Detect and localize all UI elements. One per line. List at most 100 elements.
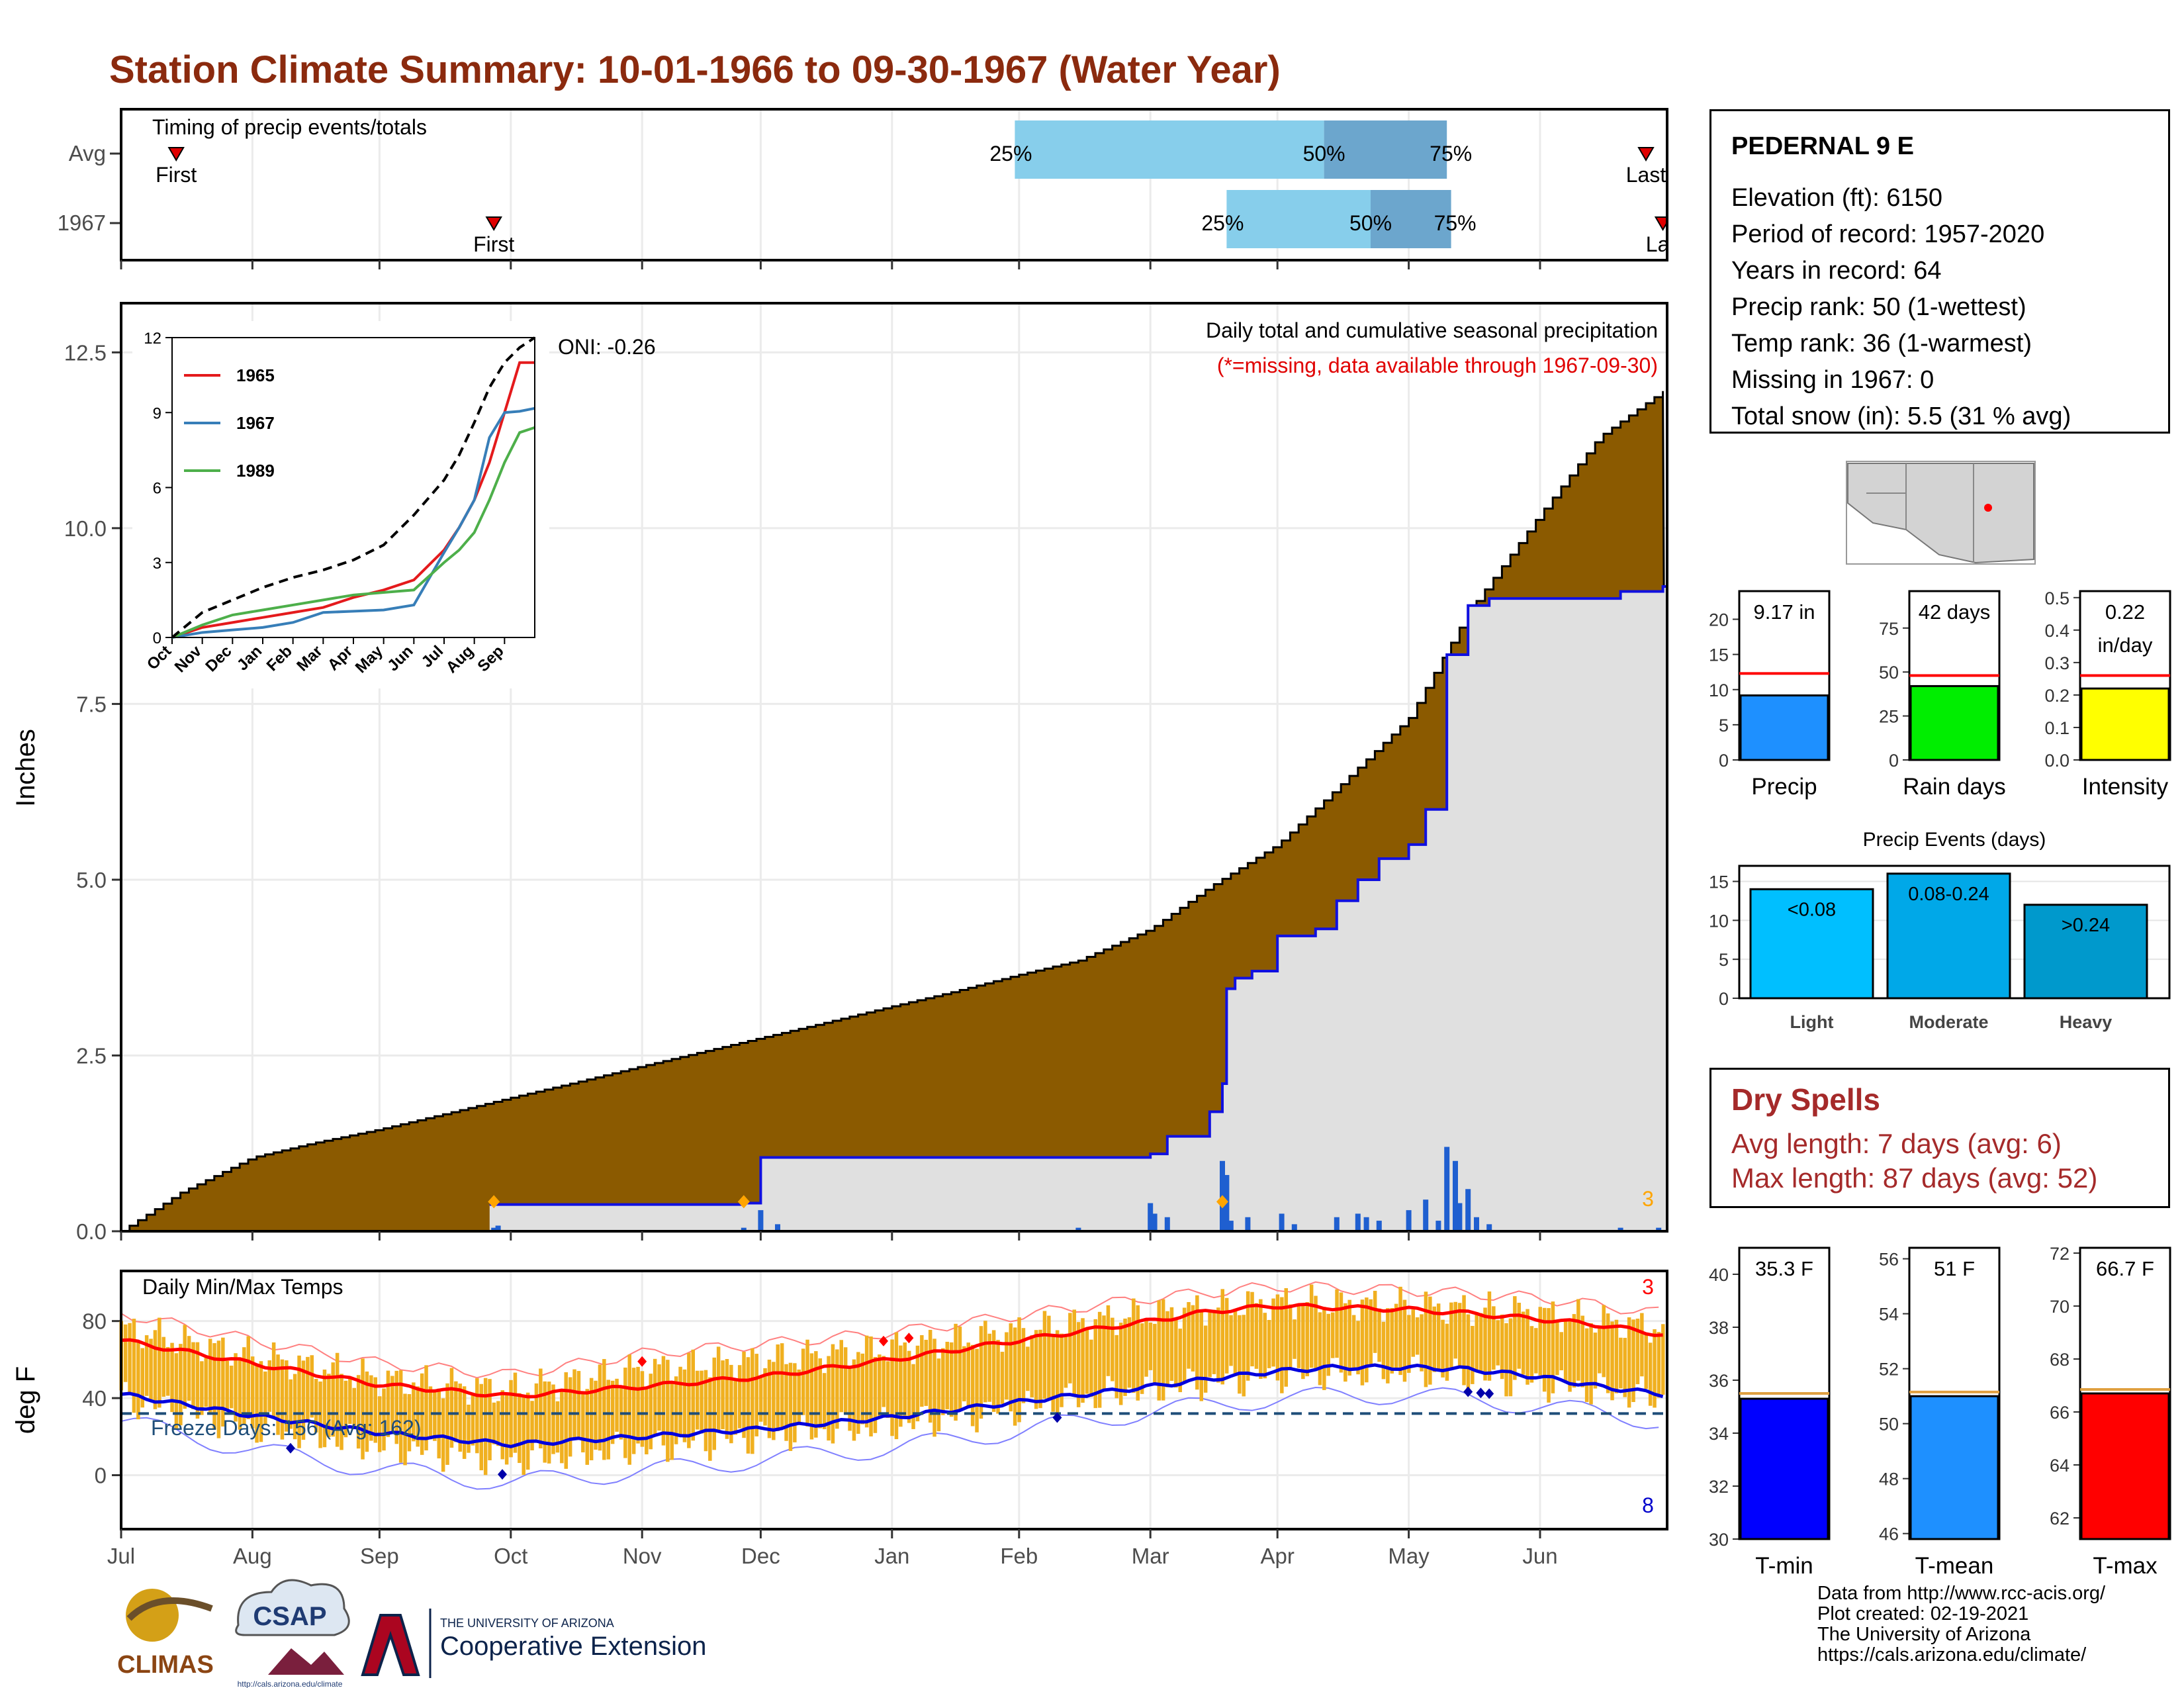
timing-pct-label: 75%	[1434, 211, 1477, 235]
climas-swoosh-icon	[126, 1597, 213, 1621]
precip-events-bar-label: 0.08-0.24	[1908, 884, 1989, 905]
daily-temp-bar	[907, 1350, 911, 1423]
summary-temp-0-ytick-label: 34	[1709, 1424, 1729, 1444]
timing-title: Timing of precip events/totals	[152, 115, 427, 139]
month-tick-label: Dec	[741, 1544, 780, 1568]
daily-temp-bar	[983, 1321, 987, 1403]
month-tick-label: Apr	[1261, 1544, 1295, 1568]
daily-temp-bar	[1568, 1320, 1572, 1392]
daily-temp-bar	[492, 1402, 496, 1444]
csap-mountain-icon	[268, 1648, 344, 1675]
daily-temp-bar	[576, 1371, 581, 1437]
daily-precip-bar	[1465, 1189, 1471, 1231]
daily-temp-bar	[1390, 1307, 1394, 1374]
summary-precip-1-value-label: 42 days	[1919, 600, 1991, 624]
daily-temp-bar	[1475, 1312, 1479, 1371]
daily-temp-bar	[1445, 1323, 1449, 1381]
daily-temp-bar	[1521, 1311, 1525, 1375]
daily-temp-bar	[640, 1371, 645, 1447]
record-min-marker	[1052, 1412, 1062, 1423]
daily-temp-bar	[471, 1395, 475, 1446]
daily-temp-bar	[255, 1364, 259, 1443]
daily-temp-bar	[331, 1362, 335, 1437]
station-precip-rank: Precip rank: 50 (1-wettest)	[1731, 293, 2026, 321]
daily-temp-bar	[1398, 1286, 1402, 1376]
last-event-marker	[1637, 147, 1655, 162]
daily-temp-bar	[246, 1336, 250, 1419]
record-min-marker	[498, 1469, 507, 1480]
month-tick-label: Feb	[1000, 1544, 1038, 1568]
first-event-label: First	[473, 232, 514, 256]
daily-temp-bar	[1318, 1312, 1322, 1385]
daily-temp-bar	[1055, 1330, 1060, 1419]
daily-temp-bar	[979, 1326, 983, 1419]
daily-precip-bar	[1656, 1227, 1662, 1231]
daily-temp-bar	[161, 1336, 165, 1397]
daily-temp-bar	[1584, 1328, 1589, 1402]
daily-temp-bar	[962, 1346, 966, 1401]
record-max-marker	[904, 1333, 914, 1344]
daily-temp-bar	[525, 1392, 530, 1470]
daily-temp-bar	[140, 1348, 144, 1408]
precip-frame	[120, 302, 1668, 1233]
daily-precip-bar	[1486, 1224, 1492, 1231]
daily-temp-bar	[758, 1375, 763, 1422]
daily-temp-bar	[216, 1340, 221, 1438]
summary-temp-0-ytick-label: 36	[1709, 1371, 1729, 1391]
daily-temp-bar	[1068, 1313, 1072, 1383]
snow-marker	[737, 1195, 750, 1209]
daily-temp-bar	[1305, 1302, 1309, 1377]
daily-temp-bar	[1576, 1299, 1580, 1381]
daily-precip-bar	[491, 1227, 497, 1231]
daily-temp-bar	[1580, 1315, 1584, 1387]
record-min-marker	[1463, 1386, 1473, 1397]
daily-temp-bar	[1136, 1305, 1140, 1401]
first-event-marker	[485, 216, 502, 231]
summary-temp-2-value-label: 66.7 F	[2096, 1257, 2154, 1280]
daily-temp-bar	[551, 1384, 555, 1454]
daily-temp-bar	[335, 1352, 340, 1447]
daily-temp-bar	[1415, 1317, 1420, 1355]
daily-temp-bar	[1081, 1318, 1085, 1403]
daily-temp-bar	[128, 1323, 132, 1393]
daily-precip-bar	[1363, 1217, 1369, 1231]
summary-temp-0-value-bar	[1739, 1397, 1829, 1540]
daily-temp-bar	[653, 1358, 657, 1435]
credit-plot-created: Plot created: 02-19-2021	[1817, 1603, 2029, 1624]
daily-temp-bar	[708, 1377, 712, 1461]
daily-temp-bar	[1132, 1298, 1136, 1393]
daily-temp-bar	[602, 1359, 606, 1460]
credit-university: The University of Arizona	[1817, 1624, 2031, 1645]
daily-temp-bar	[1051, 1335, 1055, 1412]
precip-events-category: Heavy	[2060, 1012, 2113, 1032]
daily-temp-bar	[149, 1338, 153, 1400]
daily-temp-bar	[936, 1358, 941, 1432]
csap-url-text: http://cals.arizona.edu/climate	[238, 1679, 343, 1688]
daily-temp-bar	[424, 1365, 428, 1451]
daily-temp-bar	[1169, 1307, 1174, 1381]
daily-temp-bar	[1017, 1317, 1021, 1423]
daily-temp-bar	[1653, 1329, 1657, 1408]
daily-temp-bar	[657, 1364, 661, 1431]
daily-temp-bar	[733, 1380, 737, 1435]
daily-temp-bar	[903, 1342, 907, 1418]
daily-precip-bar	[1148, 1203, 1154, 1231]
credit-data-source: Data from http://www.rcc-acis.org/	[1817, 1583, 2106, 1604]
daily-temp-bar	[670, 1382, 674, 1460]
daily-temp-bar	[1547, 1308, 1551, 1403]
daily-temp-bar	[776, 1344, 780, 1431]
precip-events-category: Moderate	[1909, 1012, 1988, 1032]
normal-min-line	[120, 1363, 1664, 1448]
summary-precip-2-ytick-label: 0.2	[2044, 686, 2070, 706]
timing-pct-label: 25%	[1201, 211, 1244, 235]
precip-events-bar-label: <0.08	[1788, 899, 1836, 920]
logos: CLIMAS CSAP http://cals.arizona.edu/climat…	[117, 1579, 706, 1688]
daily-precip-bar	[1457, 1203, 1463, 1231]
daily-temp-bar	[1411, 1309, 1415, 1357]
daily-temp-bar	[1555, 1322, 1559, 1376]
precip-events-ytick-label: 10	[1709, 911, 1729, 931]
daily-temp-bar	[1127, 1317, 1132, 1388]
daily-temp-bar	[848, 1368, 852, 1431]
summary-temp-0-value-label: 35.3 F	[1755, 1257, 1813, 1280]
precip-ytick-label: 2.5	[76, 1043, 107, 1068]
